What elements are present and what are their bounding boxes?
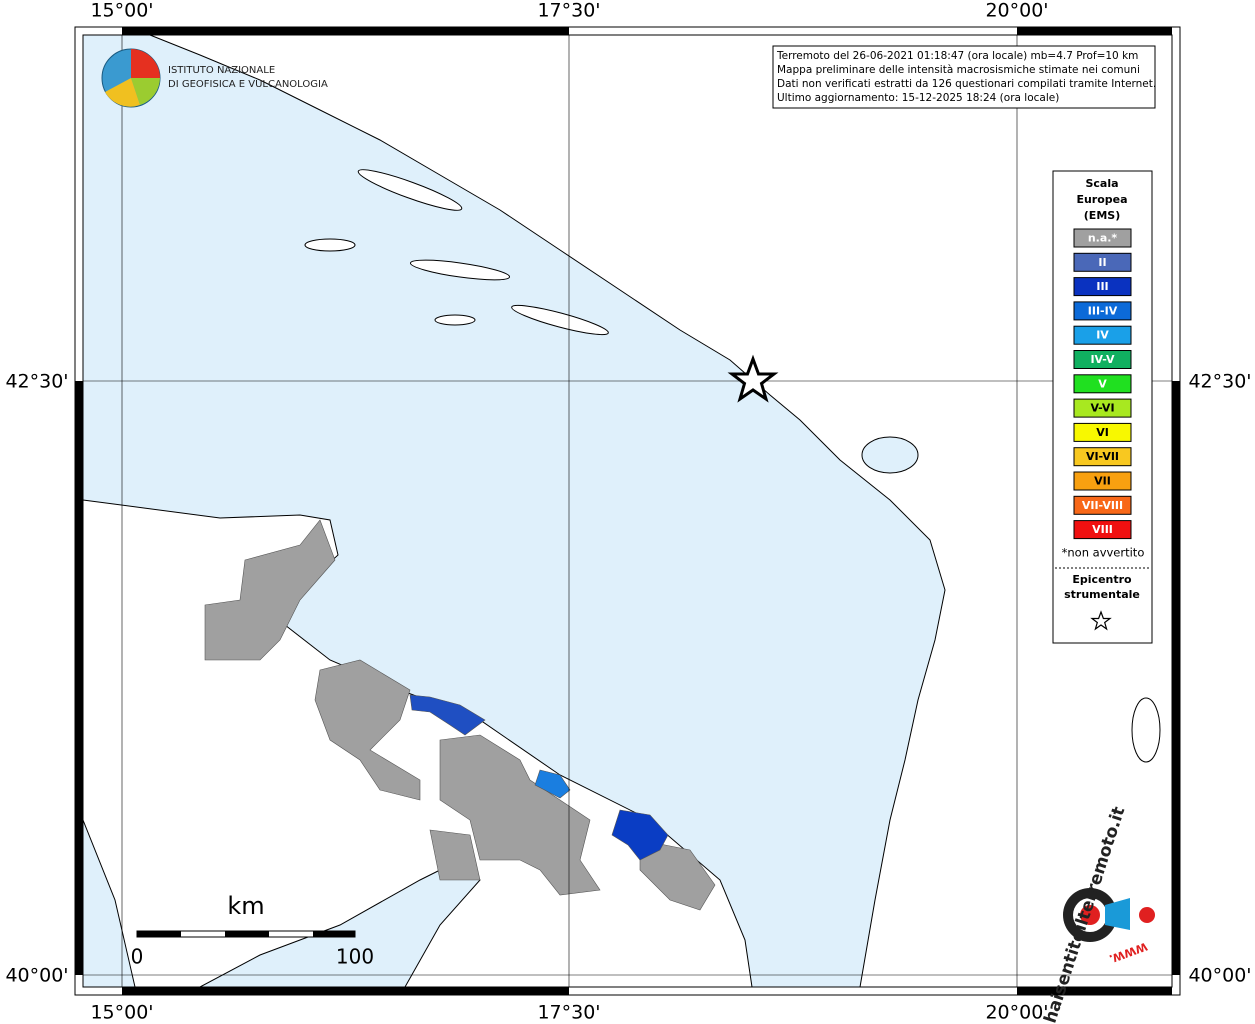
islands [304,169,1161,763]
legend-swatch [1073,325,1132,345]
lon-label: 17°30' [537,1002,600,1024]
legend-label: IV-V [1090,353,1115,366]
legend-swatch [1073,422,1132,442]
scale-end: 100 [336,945,374,969]
legend-star [1090,610,1112,631]
logo-text: ISTITUTO NAZIONALE [168,65,275,76]
legend-swatch [1073,447,1132,467]
legend-swatch [1073,398,1132,418]
legend-title: Europea [1076,193,1127,206]
legend-label: VII [1094,475,1111,488]
legend-label: III-IV [1088,304,1118,317]
legend-swatch [1073,228,1132,248]
legend-swatch [1073,277,1132,297]
legend-label: III [1096,280,1108,293]
lat-label: 42°30' [5,371,68,393]
epicenter-star [727,354,779,403]
info-box [772,45,1156,109]
legend-label: V [1098,377,1107,390]
info-line: Ultimo aggiornamento: 15-12-2025 18:24 (… [777,92,1059,104]
legend-label: VI-VII [1086,450,1119,463]
legend-swatch [1073,252,1132,272]
legend-label: n.a.* [1088,232,1118,245]
legend-label: VI [1096,426,1109,439]
lon-label: 17°30' [537,0,600,22]
legend-note: *non avvertito [1062,546,1145,560]
legend-epicenter: strumentale [1064,588,1140,601]
lon-label: 15°00' [90,1002,153,1024]
legend-label: V-VI [1090,402,1114,415]
ingv-logo: ISTITUTO NAZIONALE DI GEOFISICA E VULCAN… [101,48,328,108]
legend-swatch [1073,374,1132,394]
legend-swatch [1073,520,1132,540]
legend-swatch [1073,471,1132,491]
legend-swatch [1073,350,1132,369]
logo-text: DI GEOFISICA E VULCANOLOGIA [168,79,328,90]
info-line: Dati non verificati estratti da 126 ques… [777,78,1156,90]
info-line: Mappa preliminare delle intensità macros… [777,64,1140,76]
legend-title: (EMS) [1084,209,1120,222]
scale-bar: km 0 100 [131,892,374,969]
legend-label: VIII [1092,523,1113,536]
legend-swatch [1073,495,1132,515]
legend-label: VII-VIII [1082,499,1123,512]
lon-label: 20°00' [985,0,1048,22]
frame [74,26,1181,996]
lon-label: 15°00' [90,0,153,22]
legend-label: IV [1096,329,1109,342]
municipalities [204,519,716,911]
graticule [83,35,1172,987]
lat-label: 40°00' [1188,965,1251,987]
scale-start: 0 [131,945,144,969]
lat-label: 42°30' [1188,371,1251,393]
scale-unit: km [227,892,264,920]
legend-swatch [1073,301,1132,321]
lon-label: 20°00' [985,1002,1048,1024]
legend-label: II [1098,256,1106,269]
legend-title: Scala [1085,177,1118,190]
balkan-land [149,34,1173,988]
lake [861,436,919,474]
info-line: Terremoto del 26-06-2021 01:18:47 (ora l… [776,50,1138,62]
lat-label: 40°00' [5,965,68,987]
legend-epicenter: Epicentro [1072,573,1132,586]
